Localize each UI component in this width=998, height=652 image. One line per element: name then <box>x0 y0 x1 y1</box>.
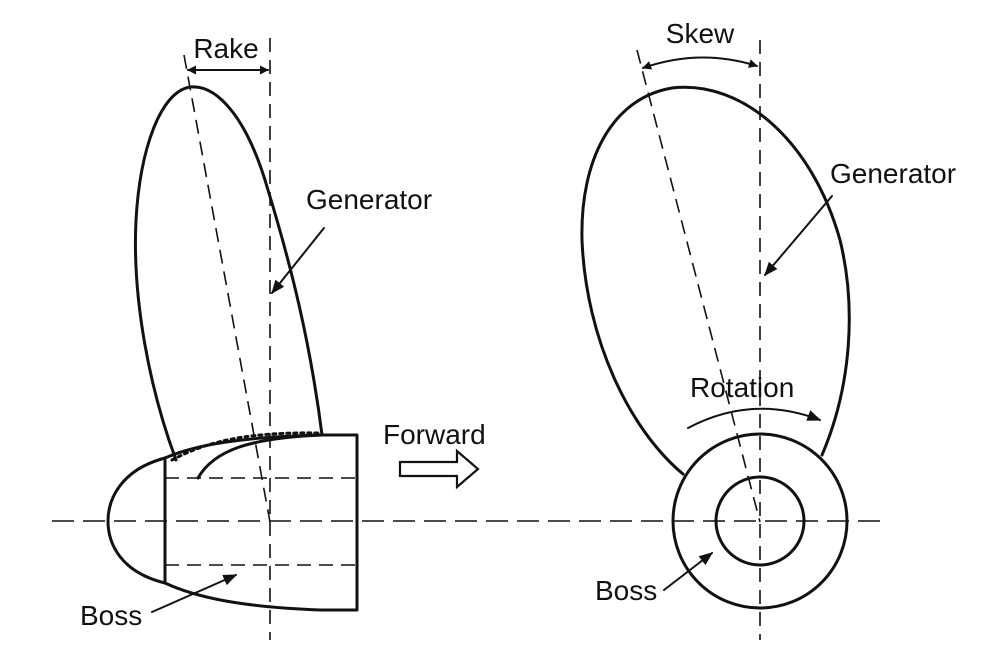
front-view: Skew Generator Rotation Boss <box>580 18 956 640</box>
front-generator-line <box>636 49 761 523</box>
rotation-label: Rotation <box>690 372 794 403</box>
forward-indicator: Forward <box>383 419 486 490</box>
front-boss-bore-circle <box>714 475 806 567</box>
side-boss-label: Boss <box>80 600 142 631</box>
forward-label: Forward <box>383 419 486 450</box>
front-boss-leader <box>663 552 714 591</box>
skew-label: Skew <box>666 18 735 49</box>
side-boss-leader <box>151 574 238 613</box>
side-generator-label: Generator <box>306 184 432 215</box>
side-blade-hidden-edge <box>170 431 322 462</box>
side-boss-cap <box>106 456 167 585</box>
front-blade-outline <box>580 85 851 476</box>
rotation-arrow <box>687 407 822 429</box>
side-view: Rake Generator Boss <box>80 33 432 640</box>
forward-hollow-arrow <box>398 448 480 490</box>
front-boss-outer-circle <box>671 432 849 610</box>
side-blade-outline <box>134 85 324 462</box>
front-boss-label: Boss <box>595 575 657 606</box>
rake-label: Rake <box>193 33 258 64</box>
front-generator-label: Generator <box>830 158 956 189</box>
side-generator-leader <box>271 227 325 295</box>
side-generator-line <box>183 54 271 523</box>
side-boss-outline <box>163 433 359 612</box>
front-generator-leader <box>764 195 833 277</box>
skew-dimension-arrow <box>642 56 758 70</box>
